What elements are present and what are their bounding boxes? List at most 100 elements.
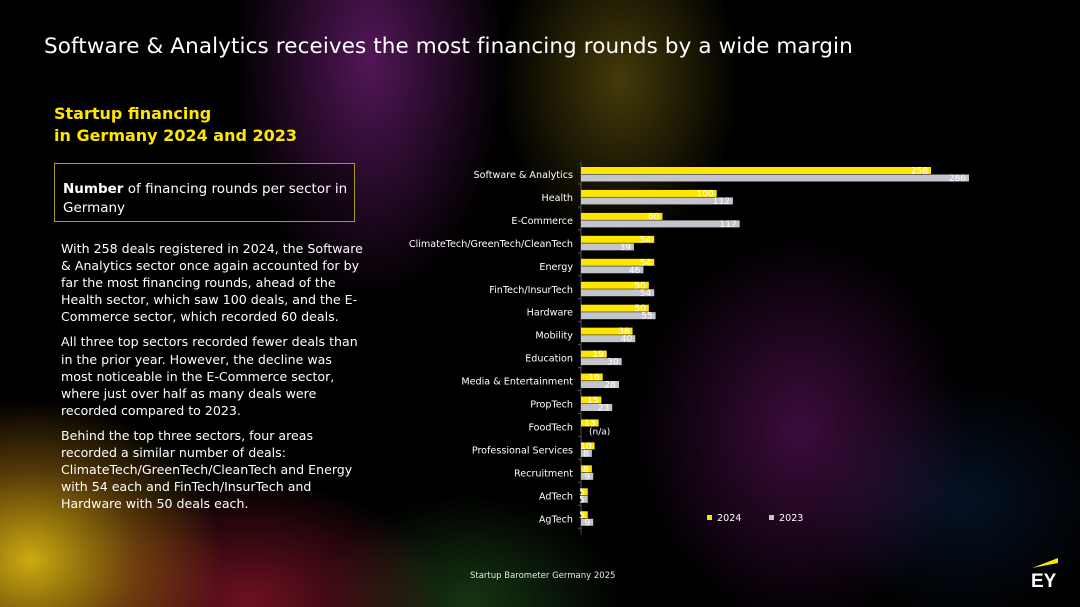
category-label: E-Commerce bbox=[511, 216, 573, 227]
data-label-2024: 50 bbox=[634, 304, 646, 314]
commentary-paragraph-1: With 258 deals registered in 2024, the S… bbox=[61, 241, 363, 325]
data-label-2024: 258 bbox=[911, 167, 928, 177]
category-label: Education bbox=[525, 354, 573, 365]
bar-2024 bbox=[581, 511, 588, 519]
category-label: Mobility bbox=[535, 331, 573, 342]
commentary-paragraph-3: Behind the top three sectors, four areas… bbox=[61, 427, 353, 512]
bar-2024 bbox=[581, 258, 655, 266]
data-label-2023: 54 bbox=[640, 289, 652, 299]
data-label-2023: 46 bbox=[629, 266, 641, 276]
ey-logo: EY bbox=[1028, 556, 1062, 594]
bar-2023 bbox=[581, 518, 594, 526]
bar-2023 bbox=[581, 174, 969, 182]
bar-2023 bbox=[581, 197, 733, 205]
data-label-2024: 19 bbox=[592, 350, 604, 360]
data-label-2023: 117 bbox=[720, 220, 737, 230]
data-label-2024: 50 bbox=[634, 281, 646, 291]
bar-2023 bbox=[581, 472, 594, 480]
missing-value-label: (n/a) bbox=[589, 427, 610, 437]
category-label: Energy bbox=[539, 262, 573, 273]
data-label-2023: 286 bbox=[949, 174, 966, 184]
bar-2023 bbox=[581, 381, 619, 389]
chart-description-box: Number of financing rounds per sector in… bbox=[54, 163, 355, 222]
data-label-2024: 38 bbox=[618, 327, 630, 337]
logo-beam-icon bbox=[1032, 558, 1058, 568]
category-label: AdTech bbox=[539, 491, 573, 502]
legend-label-2023: 2023 bbox=[779, 513, 803, 524]
category-label: Recruitment bbox=[514, 468, 573, 479]
bar-2023 bbox=[581, 358, 622, 366]
bar-2023 bbox=[581, 220, 740, 228]
bar-2023 bbox=[581, 266, 644, 274]
subtitle-line-2: in Germany 2024 and 2023 bbox=[54, 126, 298, 145]
data-label-2023: 8 bbox=[583, 449, 589, 459]
bar-2024 bbox=[581, 327, 633, 335]
category-label: Software & Analytics bbox=[474, 170, 573, 181]
category-label: ClimateTech/GreenTech/CleanTech bbox=[409, 239, 573, 250]
category-label: Professional Services bbox=[472, 445, 573, 456]
bar-2023 bbox=[581, 289, 655, 297]
category-label: Hardware bbox=[527, 308, 573, 319]
bar-2024 bbox=[581, 419, 599, 427]
legend-swatch-2023 bbox=[769, 515, 774, 520]
data-label-2024: 8 bbox=[583, 465, 589, 475]
data-label-2024: 15 bbox=[587, 396, 598, 406]
data-label-2024: 54 bbox=[640, 258, 652, 268]
category-label: AgTech bbox=[539, 514, 573, 525]
bar-2024 bbox=[581, 373, 603, 381]
bar-2024 bbox=[581, 488, 588, 496]
data-label-2023: 39 bbox=[619, 243, 631, 253]
data-label-2024: 13 bbox=[584, 419, 595, 429]
description-bold-word: Number bbox=[63, 181, 124, 197]
logo-text: EY bbox=[1031, 571, 1057, 590]
data-label-2023: 28 bbox=[605, 381, 617, 391]
data-label-2023: 5 bbox=[579, 495, 585, 505]
bar-2024 bbox=[581, 167, 932, 174]
bar-2024 bbox=[581, 212, 663, 220]
data-label-2023: 40 bbox=[621, 335, 633, 345]
bar-chart: Software & Analytics 258 286 Health 100 112 E-… bbox=[400, 160, 1030, 544]
category-label: Media & Entertainment bbox=[461, 377, 573, 388]
data-label-2023: 9 bbox=[584, 518, 590, 528]
bar-2024 bbox=[581, 304, 649, 312]
bar-2024 bbox=[581, 442, 595, 450]
bar-2024 bbox=[581, 350, 607, 358]
legend-swatch-2024 bbox=[707, 515, 712, 520]
category-label: PropTech bbox=[530, 400, 573, 411]
data-label-2024: 5 bbox=[579, 488, 585, 498]
bar-2024 bbox=[581, 235, 655, 243]
data-label-2024: 5 bbox=[579, 511, 585, 521]
page-title: Software & Analytics receives the most f… bbox=[44, 34, 853, 59]
chart-subtitle: Startup financing in Germany 2024 and 20… bbox=[54, 103, 297, 147]
data-label-2023: 55 bbox=[641, 312, 652, 322]
data-label-2024: 100 bbox=[696, 189, 713, 199]
legend-label-2024: 2024 bbox=[717, 513, 741, 524]
subtitle-line-1: Startup financing bbox=[54, 104, 212, 123]
footer-source: Startup Barometer Germany 2025 bbox=[470, 571, 616, 581]
category-label: FinTech/InsurTech bbox=[489, 285, 573, 296]
data-label-2023: 112 bbox=[713, 197, 730, 207]
bar-2023 bbox=[581, 312, 656, 320]
data-label-2024: 54 bbox=[640, 235, 652, 245]
commentary-paragraph-2: All three top sectors recorded fewer dea… bbox=[61, 334, 358, 418]
bar-2023 bbox=[581, 449, 592, 457]
data-label-2024: 10 bbox=[580, 442, 592, 452]
data-label-2023: 9 bbox=[584, 472, 590, 482]
bar-2024 bbox=[581, 189, 717, 197]
bar-2024 bbox=[581, 281, 649, 289]
category-label: Health bbox=[541, 193, 573, 204]
data-label-2023: 23 bbox=[598, 404, 609, 414]
bar-2023 bbox=[581, 243, 634, 251]
bar-2024 bbox=[581, 465, 592, 473]
bar-2023 bbox=[581, 495, 588, 503]
data-label-2024: 60 bbox=[648, 212, 660, 222]
data-label-2024: 16 bbox=[588, 373, 600, 383]
commentary-text: With 258 deals registered in 2024, the S… bbox=[61, 240, 366, 520]
description-text: of financing rounds per sector in German… bbox=[63, 181, 348, 216]
bar-2023 bbox=[581, 335, 636, 343]
category-label: FoodTech bbox=[529, 422, 574, 433]
bar-2024 bbox=[581, 396, 602, 404]
bar-2023 bbox=[581, 404, 613, 411]
